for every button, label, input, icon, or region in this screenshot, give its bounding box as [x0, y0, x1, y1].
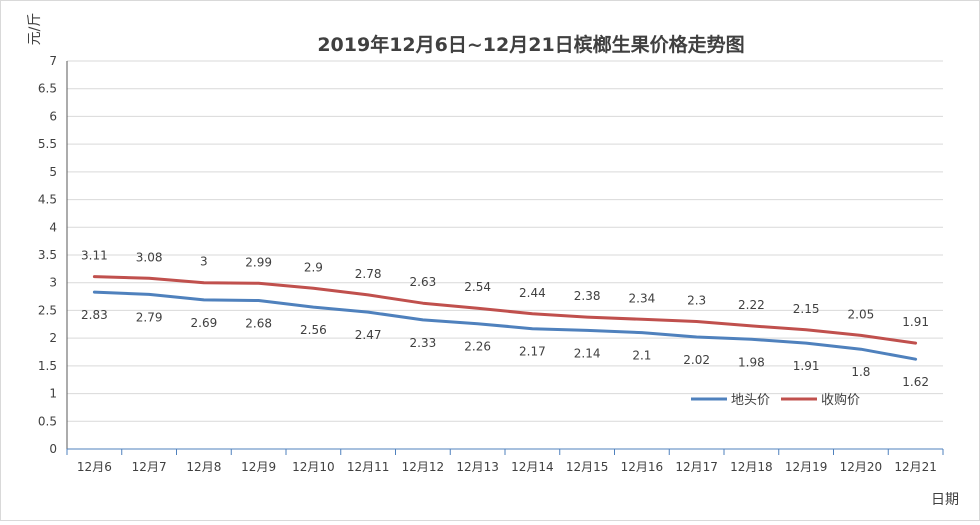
data-label: 2.34	[629, 291, 656, 305]
y-tick-label: 4.5	[38, 193, 57, 207]
data-label: 2.9	[304, 260, 323, 274]
data-label: 2.38	[574, 289, 601, 303]
data-label: 2.17	[519, 345, 546, 359]
data-label: 2.54	[464, 280, 491, 294]
y-tick-label: 4	[49, 220, 57, 234]
data-label: 3.11	[81, 249, 108, 263]
chart-title: 2019年12月6日~12月21日槟榔生果价格走势图	[317, 33, 744, 56]
data-label: 2.05	[848, 307, 875, 321]
y-tick-label: 5.5	[38, 137, 57, 151]
data-label: 2.99	[245, 255, 272, 269]
data-label: 2.44	[519, 286, 546, 300]
y-tick-label: 1.5	[38, 359, 57, 373]
x-tick-label: 12月15	[566, 460, 609, 474]
axes: 0 0.5 1 1.5 2 2.5 3 3.5 4 4.5 5 5.5 6 6.5 7 12月6 12月7 12月…	[38, 54, 944, 474]
x-tick-label: 12月9	[241, 460, 276, 474]
y-tick-label: 6.5	[38, 82, 57, 96]
y-tick-label: 6	[49, 109, 57, 123]
y-tick-label: 0.5	[38, 414, 57, 428]
x-tick-label: 12月13	[456, 460, 499, 474]
x-axis-label: 日期	[931, 492, 959, 508]
y-tick-label: 2.5	[38, 303, 57, 317]
data-label: 2.56	[300, 323, 327, 337]
data-label: 1.8	[851, 365, 870, 379]
x-tick-label: 12月8	[186, 460, 221, 474]
y-tick-label: 5	[49, 165, 57, 179]
y-tick-label: 1	[49, 387, 57, 401]
data-label: 3	[200, 255, 208, 269]
data-label: 1.91	[793, 359, 820, 373]
series-lines	[92, 275, 918, 361]
y-tick-label: 7	[49, 54, 57, 68]
data-label: 2.02	[683, 353, 710, 367]
y-tick-label: 0	[49, 442, 57, 456]
x-tick-label: 12月12	[402, 460, 445, 474]
data-label: 2.22	[738, 298, 765, 312]
data-label: 2.33	[410, 336, 437, 350]
x-tick-label: 12月17	[675, 460, 718, 474]
data-labels: 2.83 2.79 2.69 2.68 2.56 2.472.33 2.26 2.17 2.14…	[81, 249, 929, 390]
data-label: 2.3	[687, 294, 706, 308]
x-tick-label: 12月21	[894, 460, 937, 474]
x-tick-label: 12月10	[292, 460, 335, 474]
x-tick-label: 12月16	[621, 460, 664, 474]
series-line-purchase-price	[92, 275, 918, 345]
data-label: 2.68	[245, 316, 272, 330]
series-line-ground-price	[92, 290, 918, 361]
x-tick-label: 12月6	[77, 460, 112, 474]
data-label: 2.26	[464, 340, 491, 354]
data-label: 2.47	[355, 328, 382, 342]
x-tick-label: 12月20	[840, 460, 883, 474]
x-tick-label: 12月11	[347, 460, 390, 474]
x-tick-label: 12月14	[511, 460, 554, 474]
data-label: 2.15	[793, 302, 820, 316]
legend-label: 收购价	[821, 392, 860, 408]
data-label: 1.98	[738, 355, 765, 369]
y-tick-label: 3	[49, 276, 57, 290]
data-label: 2.83	[81, 308, 108, 322]
x-tick-label: 12月19	[785, 460, 828, 474]
x-tick-label: 12月7	[132, 460, 167, 474]
y-axis-label: 元/斤	[27, 13, 43, 46]
data-label: 1.62	[902, 375, 929, 389]
data-label: 3.08	[136, 250, 163, 264]
legend-label: 地头价	[731, 393, 770, 408]
x-tick-label: 12月18	[730, 460, 773, 474]
data-label: 2.14	[574, 346, 601, 360]
y-tick-label: 2	[49, 331, 57, 345]
data-label: 2.63	[410, 275, 437, 289]
y-tick-label: 3.5	[38, 248, 57, 262]
data-label: 2.69	[191, 316, 218, 330]
legend: 地头价 收购价	[691, 392, 860, 408]
data-label: 1.91	[902, 315, 929, 329]
data-label: 2.1	[632, 349, 651, 363]
data-label: 2.79	[136, 310, 163, 324]
data-label: 2.78	[355, 267, 382, 281]
